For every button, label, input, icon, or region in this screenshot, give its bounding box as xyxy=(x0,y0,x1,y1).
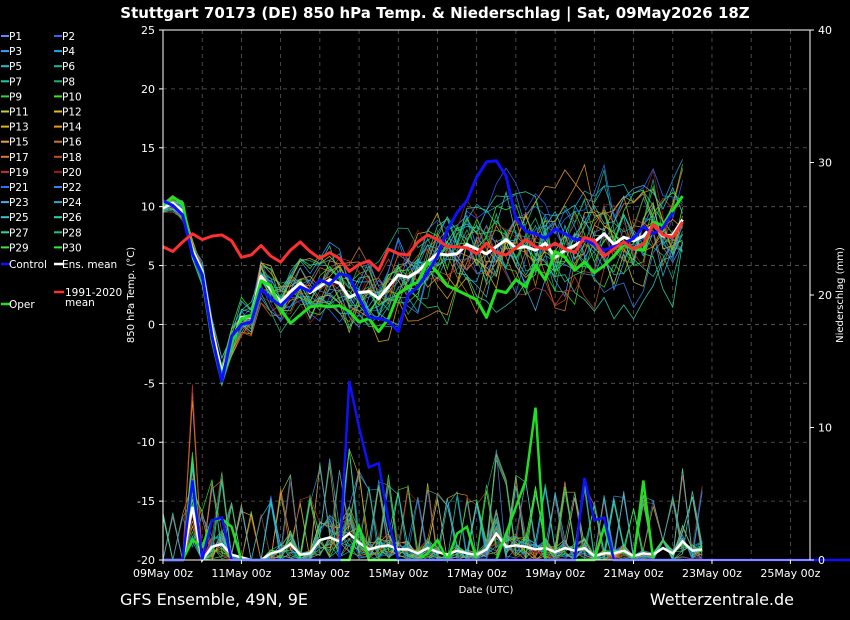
legend-label-p21: P21 xyxy=(9,182,29,194)
legend-label-p29: P29 xyxy=(9,242,29,254)
y-tick-label: 20 xyxy=(141,83,155,96)
member-temp-line xyxy=(162,184,683,377)
x-tick-label: 17May 00z xyxy=(447,567,507,580)
member-temp-line xyxy=(162,196,683,372)
legend-label-p3: P3 xyxy=(9,46,22,58)
control-temp-line xyxy=(162,159,675,383)
member-temp-line xyxy=(162,197,683,360)
y-tick-label: -5 xyxy=(144,377,155,390)
legend-label-p20: P20 xyxy=(62,167,82,179)
oper-precip-line xyxy=(163,407,683,564)
legend-label-p11: P11 xyxy=(9,107,29,119)
1991-2020-mean-temp-line xyxy=(162,221,684,273)
legend: P1 P2 P3 P4 P5 P6 P7 P8 P9 P10 P11 P12 P13 P14 P15 P16 P… xyxy=(1,31,122,311)
oper-temp-line xyxy=(162,195,684,378)
legend-label-p5: P5 xyxy=(9,61,22,73)
y-tick-label: 5 xyxy=(148,260,155,273)
footer-model: GFS Ensemble, 49N, 9E xyxy=(120,590,308,609)
x-tick-label: 09May 00z xyxy=(133,567,193,580)
legend-label-p18: P18 xyxy=(62,152,82,164)
legend-label-p14: P14 xyxy=(62,122,82,134)
y2-tick-label: 40 xyxy=(818,24,832,37)
legend-label-p22: P22 xyxy=(62,182,82,194)
legend-label-control: Control xyxy=(9,259,47,271)
x-tick-label: 19May 00z xyxy=(525,567,585,580)
x-tick-label: 23May 00z xyxy=(682,567,742,580)
footer-source: Wetterzentrale.de xyxy=(650,590,794,609)
legend-label-p16: P16 xyxy=(62,137,82,149)
y-tick-label: 0 xyxy=(148,318,155,331)
member-temp-line xyxy=(162,193,683,373)
y2-tick-label: 20 xyxy=(818,289,832,302)
legend-label-p28: P28 xyxy=(62,227,82,239)
x-tick-label: 25May 00z xyxy=(760,567,820,580)
legend-label-p24: P24 xyxy=(62,197,82,209)
y2-tick-label: 10 xyxy=(818,422,832,435)
legend-label-oper: Oper xyxy=(9,299,35,311)
legend-label-p7: P7 xyxy=(9,76,22,88)
member-precip-line xyxy=(163,450,703,561)
legend-label-p26: P26 xyxy=(62,212,82,224)
y-tick-label: -10 xyxy=(137,436,155,449)
legend-label-p10: P10 xyxy=(62,91,82,103)
member-precip-line xyxy=(163,449,703,562)
legend-label-p1: P1 xyxy=(9,31,22,43)
grid xyxy=(162,29,810,561)
x-axis-label: Date (UTC) xyxy=(459,585,514,596)
member-precip-line xyxy=(163,448,703,561)
legend-label-p2: P2 xyxy=(62,31,75,43)
member-precip-line xyxy=(163,469,703,562)
legend-label-p23: P23 xyxy=(9,197,29,209)
ensemble-members xyxy=(162,159,703,562)
y2-tick-label: 30 xyxy=(818,157,832,170)
y2-axis-label: Niederschlag (mm) xyxy=(835,247,846,343)
member-temp-line xyxy=(162,206,683,371)
legend-label-p15: P15 xyxy=(9,137,29,149)
member-temp-line xyxy=(162,191,683,369)
member-temp-line xyxy=(162,196,683,387)
y-tick-label: 25 xyxy=(141,24,155,37)
axes: 25 20 15 10 5 0 -5 -10 -15 -20 40 30 20 10 0 09May 00z 1… xyxy=(133,24,832,580)
legend-label-p6: P6 xyxy=(62,61,75,73)
legend-label-ens-mean: Ens. mean xyxy=(62,259,117,271)
chart-title: Stuttgart 70173 (DE) 850 hPa Temp. & Nie… xyxy=(120,4,750,23)
legend-label-p13: P13 xyxy=(9,122,29,134)
legend-label-1991-2020-mean: 1991-2020 mean xyxy=(65,287,122,309)
x-tick-label: 21May 00z xyxy=(604,567,664,580)
legend-label-p19: P19 xyxy=(9,167,29,179)
legend-label-p30: P30 xyxy=(62,242,82,254)
y-tick-label: -20 xyxy=(137,554,155,567)
legend-label-p17: P17 xyxy=(9,152,29,164)
x-tick-label: 11May 00z xyxy=(211,567,271,580)
member-precip-line xyxy=(163,449,703,561)
y-tick-label: 10 xyxy=(141,201,155,214)
legend-label-p9: P9 xyxy=(9,91,22,103)
legend-label-p27: P27 xyxy=(9,227,29,239)
y2-tick-label: 0 xyxy=(818,554,825,567)
member-temp-line xyxy=(162,191,683,378)
x-tick-label: 13May 00z xyxy=(290,567,350,580)
legend-label-p8: P8 xyxy=(62,76,75,88)
legend-label-p4: P4 xyxy=(62,46,75,58)
x-tick-label: 15May 00z xyxy=(368,567,428,580)
member-temp-line xyxy=(162,199,683,378)
highlighted-series xyxy=(162,159,850,564)
y-tick-label: 15 xyxy=(141,142,155,155)
legend-label-p25: P25 xyxy=(9,212,29,224)
member-precip-line xyxy=(162,448,703,562)
legend-label-p12: P12 xyxy=(62,107,82,119)
y-tick-label: -15 xyxy=(137,495,155,508)
y-axis-label: 850 hPa Temp. (°C) xyxy=(126,247,137,343)
